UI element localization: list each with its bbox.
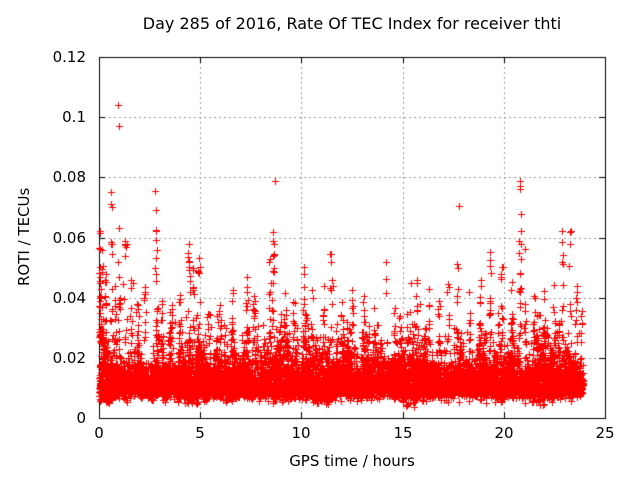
y-tick-label: 0.02 [52, 349, 86, 367]
y-tick-label: 0.08 [52, 168, 86, 186]
page-title: Day 285 of 2016, Rate Of TEC Index for r… [142, 14, 562, 33]
y-tick-label: 0 [76, 409, 86, 427]
y-tick-label: 0.04 [52, 289, 86, 307]
x-tick-label: 10 [291, 424, 311, 442]
y-tick-label: 0.06 [52, 229, 86, 247]
x-tick-label: 0 [94, 424, 104, 442]
x-tick-label: 5 [195, 424, 205, 442]
x-axis-label: GPS time / hours [289, 452, 415, 470]
x-tick-label: 15 [393, 424, 413, 442]
y-tick-label: 0.1 [62, 108, 86, 126]
x-tick-label: 25 [595, 424, 615, 442]
y-tick-label: 0.12 [52, 48, 86, 66]
x-tick-label: 20 [494, 424, 514, 442]
